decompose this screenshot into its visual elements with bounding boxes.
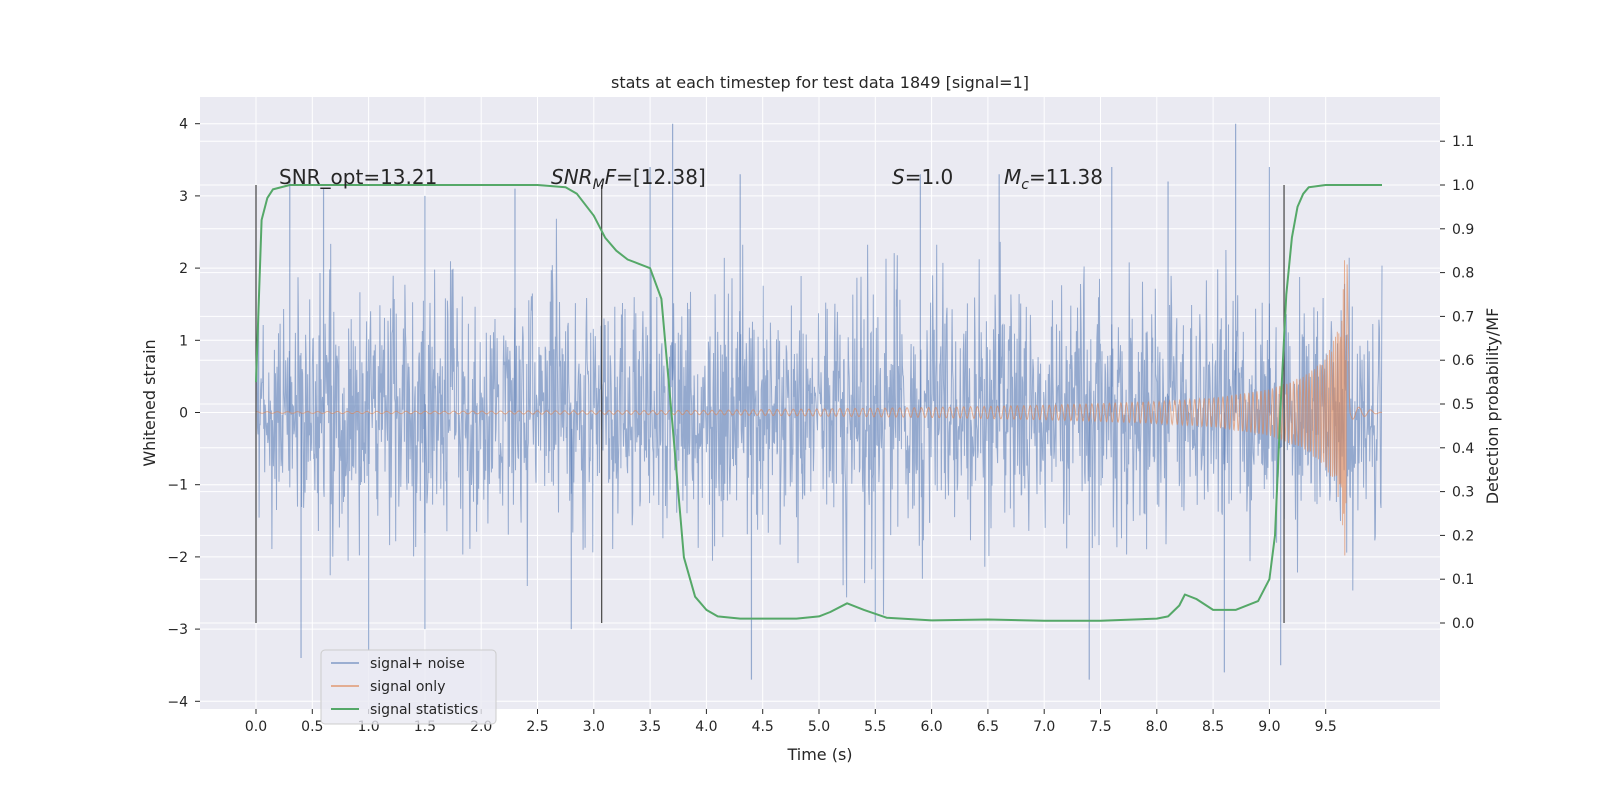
y2-tick-label: 0.1 (1452, 572, 1474, 588)
y-tick-label: 3 (179, 189, 188, 205)
y2-tick-label: 0.2 (1452, 528, 1474, 544)
x-tick-label: 9.0 (1258, 719, 1280, 735)
y2-axis-ticks: 1.1 1.0 0.9 0.8 0.7 0.6 0.5 0.4 0.3 0.2 0.1 0.0 (1440, 134, 1474, 632)
y-tick-label: 0 (179, 406, 188, 422)
legend-label-signal-statistics: signal statistics (370, 702, 478, 718)
y2-tick-label: 0.3 (1452, 485, 1474, 501)
signal-noise-trace (255, 218, 1383, 615)
x-tick-label: 4.0 (695, 719, 717, 735)
signal-only-series (255, 260, 1383, 556)
y2-tick-label: 0.0 (1452, 616, 1474, 632)
signal-noise-series (255, 123, 1383, 680)
signal-statistics-series (255, 184, 1382, 622)
y-tick-label: −4 (167, 694, 188, 710)
legend: signal+ noise signal only signal statist… (320, 649, 497, 725)
y2-axis-label: Detection probability/MF (1483, 308, 1502, 505)
y2-tick-label: 0.6 (1452, 353, 1474, 369)
y2-tick-label: 0.7 (1452, 309, 1474, 325)
y-tick-label: 1 (179, 333, 188, 349)
legend-box (320, 649, 497, 725)
x-tick-label: 2.5 (526, 719, 548, 735)
annotations: SNR_opt=13.21 SNRMF=[12.38] S=1.0 Mc=11.… (279, 165, 1103, 193)
chart-title: stats at each timestep for test data 184… (611, 73, 1029, 92)
x-tick-label: 4.5 (752, 719, 774, 735)
x-axis-label: Time (s) (786, 745, 852, 764)
x-tick-label: 0.5 (301, 719, 323, 735)
y2-tick-label: 0.4 (1452, 441, 1474, 457)
x-tick-label: 8.0 (1146, 719, 1168, 735)
y-tick-label: −1 (167, 478, 188, 494)
x-tick-label: 7.0 (1033, 719, 1055, 735)
y-axis-ticks: 4 3 2 1 0 −1 −2 −3 −4 (167, 117, 200, 710)
vertical-markers (255, 185, 1285, 623)
y-tick-label: −3 (167, 622, 188, 638)
y2-tick-label: 0.9 (1452, 222, 1474, 238)
y-axis-label: Whitened strain (140, 339, 159, 466)
x-tick-label: 5.5 (864, 719, 886, 735)
annotation-snr-opt: SNR_opt=13.21 (279, 165, 437, 189)
y2-tick-label: 0.5 (1452, 397, 1474, 413)
x-tick-label: 3.0 (583, 719, 605, 735)
x-tick-label: 3.5 (639, 719, 661, 735)
x-tick-label: 6.0 (920, 719, 942, 735)
y2-tick-label: 1.0 (1452, 178, 1474, 194)
x-tick-label: 8.5 (1202, 719, 1224, 735)
signal-only-trace (255, 260, 1383, 556)
x-tick-label: 9.5 (1315, 719, 1337, 735)
annotation-mc-value: Mc=11.38 (1004, 165, 1103, 193)
legend-label-signal-only: signal only (370, 679, 445, 695)
legend-label-signal-noise: signal+ noise (370, 656, 465, 672)
x-tick-label: 0.0 (245, 719, 267, 735)
annotation-snr-mf: SNRMF=[12.38] (551, 165, 706, 193)
y-tick-label: −2 (167, 550, 188, 566)
x-tick-label: 6.5 (977, 719, 999, 735)
x-tick-label: 5.0 (808, 719, 830, 735)
signal-statistics-line (255, 184, 1382, 622)
y-tick-label: 4 (179, 117, 188, 133)
y2-tick-label: 1.1 (1452, 134, 1474, 150)
y2-tick-label: 0.8 (1452, 266, 1474, 282)
annotation-s-value: S=1.0 (892, 165, 953, 189)
y-tick-label: 2 (179, 261, 188, 277)
x-tick-label: 7.5 (1089, 719, 1111, 735)
